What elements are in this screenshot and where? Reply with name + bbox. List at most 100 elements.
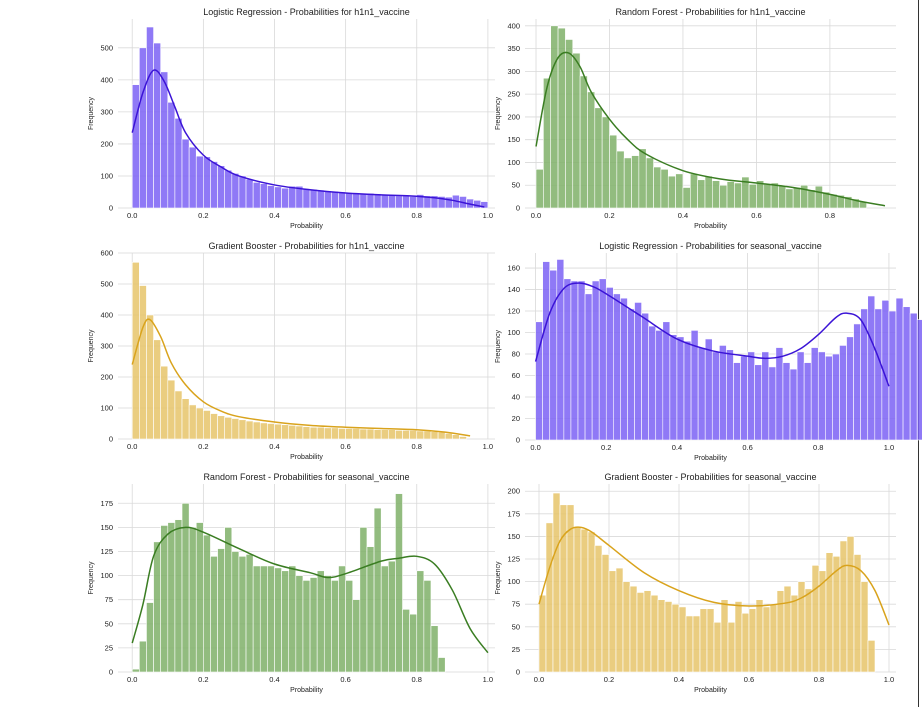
histogram-bar [622,581,631,673]
chart-panel-6: 0.0 0.2 0.4 0.6 0.8 1.0 0 25 50 75 100 125 150 175 200… [495,472,896,694]
histogram-bar [444,433,453,440]
y-tick-label: 100 [100,571,113,580]
histogram-bar [853,554,862,673]
histogram-bar [423,430,432,440]
histogram-bar [648,325,657,441]
y-tick-label: 25 [512,645,520,654]
histogram-bar [634,302,642,441]
y-axis-label: Frequency [88,329,95,363]
histogram-bar [224,416,233,440]
histogram-bar [309,426,318,440]
y-tick-label: 125 [507,555,520,564]
kde-line [131,318,471,437]
histogram-bar [594,107,603,209]
chart-title: Logistic Regression - Probabilities for … [203,7,410,17]
histogram-bar [719,345,727,441]
y-tick-label: 500 [100,280,113,289]
histogram-bar [584,293,593,441]
histogram-bar [316,189,325,209]
chart-title: Random Forest - Probabilities for h1n1_v… [615,7,805,17]
y-axis-label: Frequency [495,96,502,130]
histogram-bar [697,179,706,209]
histogram-bar [636,592,645,673]
histogram-bar [195,407,204,440]
histogram-bar [810,347,819,441]
histogram-bar [252,421,261,440]
y-tick-label: 100 [507,328,520,337]
chart-title: Gradient Booster - Probabilities for h1n… [208,241,404,251]
x-tick-label: 0.4 [269,211,279,220]
histogram-bar [839,540,848,673]
histogram-bar [174,390,183,440]
x-tick-label: 0.4 [672,443,682,452]
x-tick-label: 0.2 [198,211,208,220]
y-tick-label: 200 [507,112,520,121]
histogram-bar [664,601,673,673]
histogram-bar [676,336,685,441]
histogram-bar [620,297,628,441]
histogram-bar [609,134,618,209]
x-tick-label: 0.0 [531,211,541,220]
histogram-bar [720,599,729,673]
x-tick-label: 0.8 [814,675,824,684]
histogram-bar [678,606,687,673]
x-tick-label: 0.2 [198,442,208,451]
y-tick-label: 300 [507,67,520,76]
histogram-bar [217,548,225,673]
histogram-bar [274,423,282,440]
histogram-bar [181,398,190,440]
x-tick-label: 1.0 [483,442,493,451]
histogram-bar [380,565,389,673]
histogram-bar [437,657,446,673]
kde-line [131,69,485,208]
histogram-bar [373,507,382,673]
histogram-bar [181,502,190,673]
histogram-bar [572,52,581,209]
chart-panel-4: 0.0 0.2 0.4 0.6 0.8 1.0 0 20 40 60 80 100 120 140 160 L… [495,241,922,462]
histogram-bar [146,602,154,673]
histogram-bar [741,612,750,673]
y-tick-label: 200 [507,487,520,496]
histogram-bar [245,420,254,440]
histogram-bar [210,161,218,209]
histogram-bar [740,355,748,441]
y-tick-label: 150 [507,532,520,541]
histogram-bar [323,190,332,209]
histogram-bar [778,184,787,209]
chart-panel-5: 0.0 0.2 0.4 0.6 0.8 1.0 0 25 50 75 100 125 150 175 Ran… [88,472,495,694]
x-tick-label: 0.6 [340,211,350,220]
histogram-bar [545,522,554,673]
y-tick-label: 150 [100,523,113,532]
histogram-bar [712,180,720,209]
histogram-bar [402,194,410,209]
histogram-bar [552,492,561,673]
histogram-bar [153,339,161,440]
histogram-bar [587,91,596,209]
histogram-bar [259,565,268,673]
histogram-bar [706,608,715,673]
histogram-bar [274,567,282,673]
histogram-bar [281,187,290,209]
x-tick-label: 0.0 [127,442,137,451]
histogram-bar [153,541,161,673]
histogram-bar [591,280,600,441]
x-tick-label: 0.2 [601,443,611,452]
chart-title: Logistic Regression - Probabilities for … [599,241,822,251]
histogram-bar [281,570,290,673]
y-tick-label: 100 [507,158,520,167]
histogram-bar [796,351,805,441]
x-tick-label: 0.6 [340,675,350,684]
histogram-bar [734,601,743,673]
histogram-bar [888,310,897,441]
histogram-bar [860,581,869,673]
histogram-bar [316,570,325,673]
histogram-bar [160,525,169,673]
y-tick-label: 200 [100,373,113,382]
kde-line [538,526,890,626]
histogram-bar [203,410,211,440]
histogram-bar [331,427,339,440]
histogram-bar [792,187,801,209]
histogram-bar [231,551,240,673]
y-tick-label: 25 [105,643,113,652]
